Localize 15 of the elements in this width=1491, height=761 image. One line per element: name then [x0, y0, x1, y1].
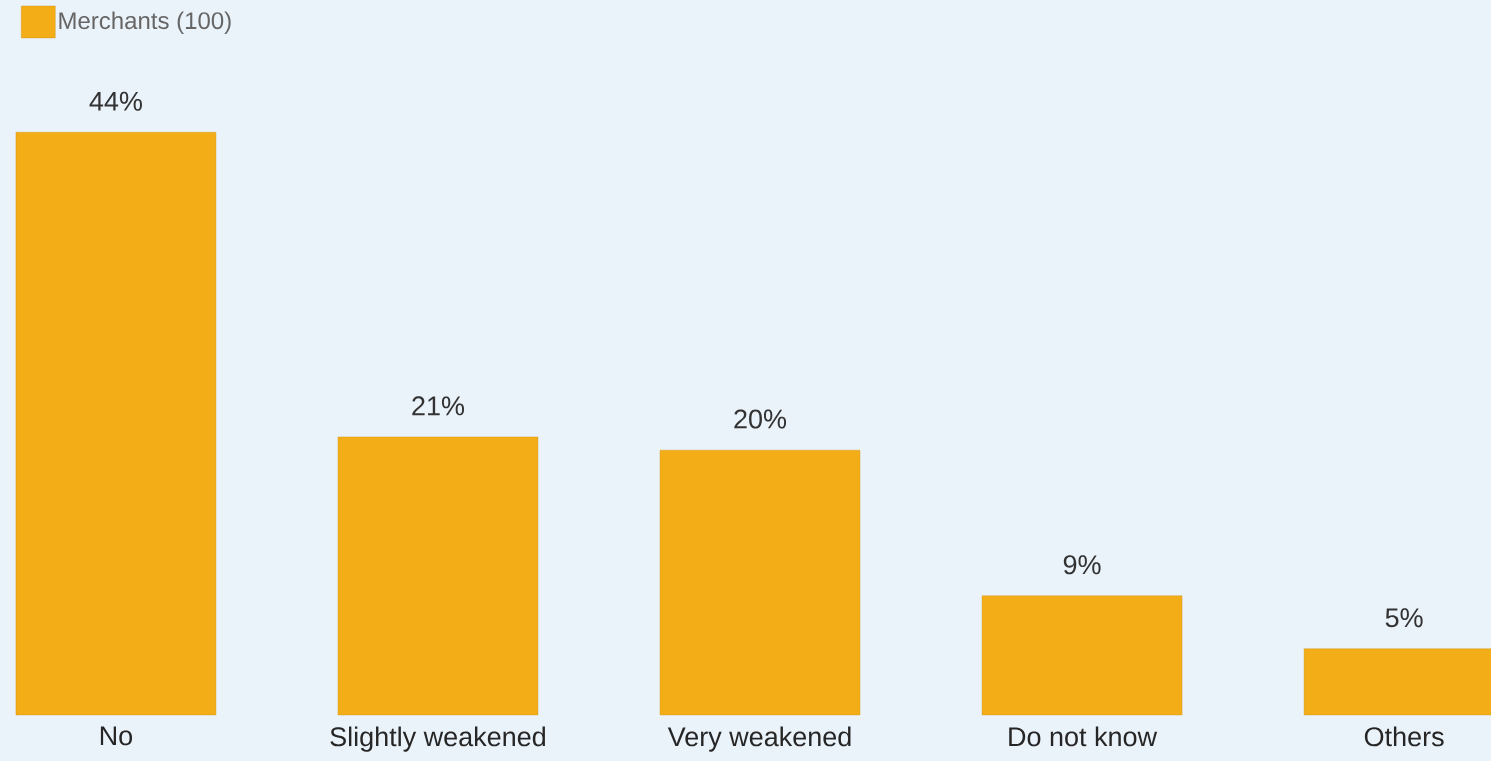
bar [15, 132, 217, 716]
data-label: 21% [412, 396, 465, 416]
bar [337, 436, 539, 716]
data-label: 5% [1385, 608, 1423, 628]
x-tick-label: Very weakened [667, 726, 851, 752]
x-tick-label: Others [1364, 726, 1444, 747]
bar [981, 595, 1183, 716]
legend-label: Merchants (100) [59, 11, 231, 34]
bar [659, 449, 861, 716]
data-label: 20% [734, 409, 787, 429]
data-label: 44% [89, 91, 142, 111]
x-tick-label: Slightly weakened [330, 726, 545, 752]
x-tick-label: Do not know [1009, 726, 1158, 747]
data-label: 9% [1063, 555, 1101, 575]
x-tick-label: No [100, 726, 133, 746]
